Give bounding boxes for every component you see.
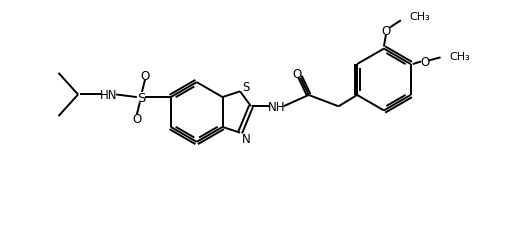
Text: O: O bbox=[293, 68, 302, 81]
Text: O: O bbox=[420, 56, 430, 69]
Text: O: O bbox=[132, 113, 142, 126]
Text: O: O bbox=[382, 25, 391, 38]
Text: HN: HN bbox=[100, 89, 118, 101]
Text: O: O bbox=[141, 70, 149, 83]
Text: S: S bbox=[136, 91, 145, 104]
Text: CH₃: CH₃ bbox=[450, 52, 470, 62]
Text: N: N bbox=[242, 133, 251, 146]
Text: NH: NH bbox=[268, 100, 285, 113]
Text: S: S bbox=[242, 80, 250, 93]
Text: CH₃: CH₃ bbox=[409, 12, 430, 22]
